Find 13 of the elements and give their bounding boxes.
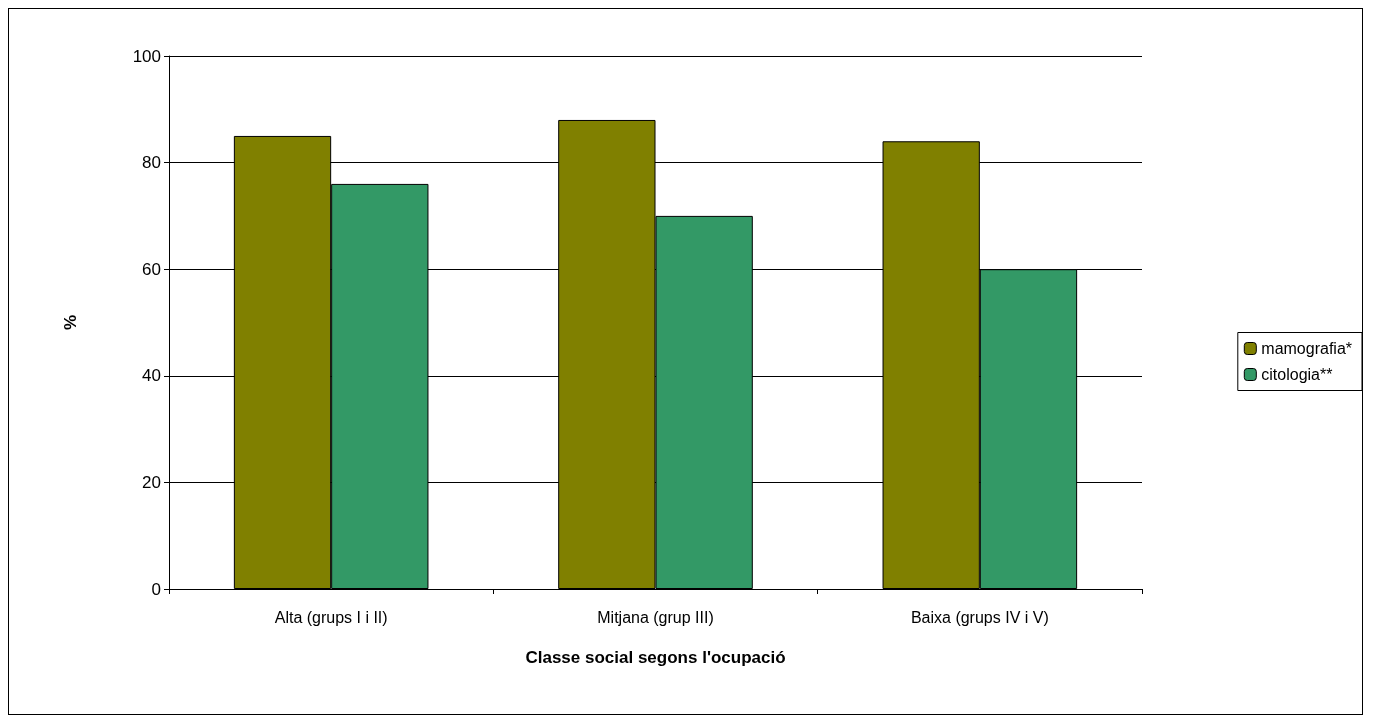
y-tick-label: 100 bbox=[132, 46, 161, 66]
legend-label: citologia** bbox=[1261, 366, 1333, 383]
legend-label: mamografia* bbox=[1261, 340, 1352, 357]
y-axis-title: % bbox=[61, 314, 80, 331]
y-tick-label: 20 bbox=[142, 472, 161, 492]
x-tick-label: Baixa (grups IV i V) bbox=[910, 608, 1049, 626]
y-tick-label: 40 bbox=[142, 366, 161, 386]
x-tick-label: Mitjana (grup III) bbox=[597, 608, 714, 626]
x-axis-title: Classe social segons l'ocupació bbox=[525, 648, 786, 667]
y-tick-label: 60 bbox=[142, 259, 161, 279]
y-tick-label: 80 bbox=[142, 153, 161, 173]
x-tick-label: Alta (grups I i II) bbox=[274, 608, 388, 626]
y-tick-label: 0 bbox=[151, 579, 161, 599]
